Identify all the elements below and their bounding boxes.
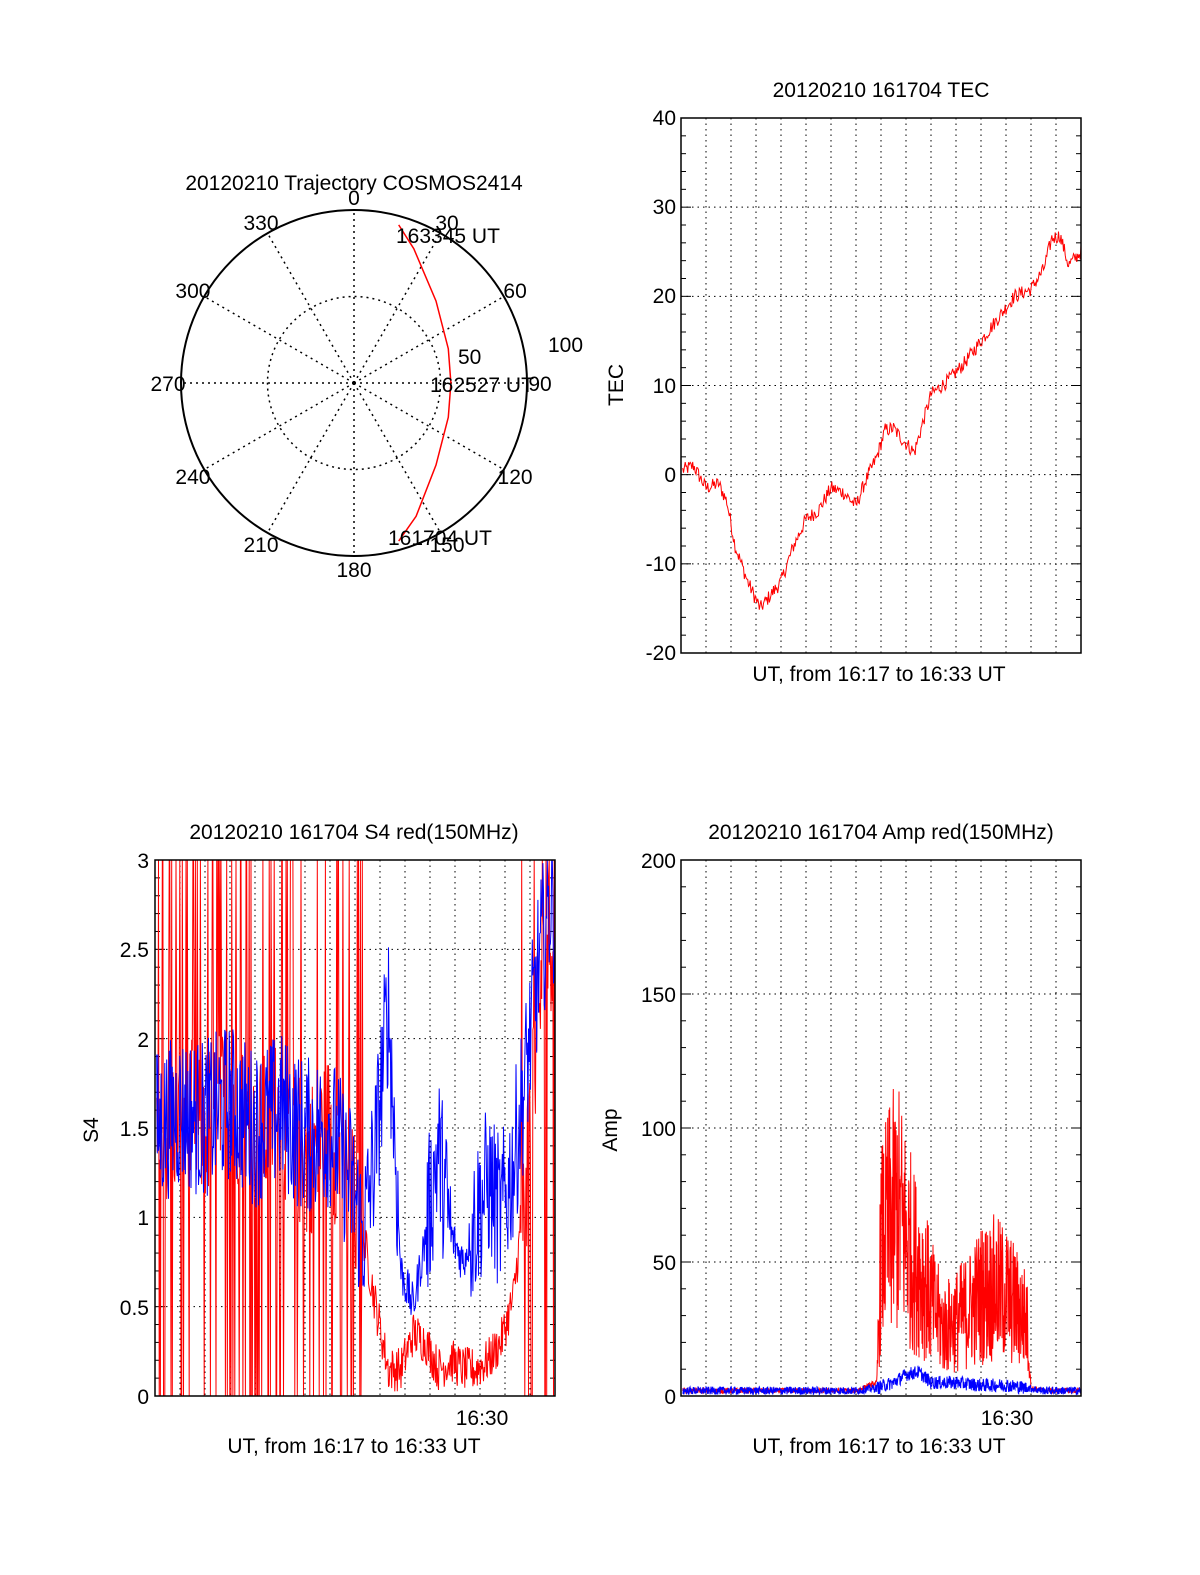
tec-gridlines — [681, 117, 1081, 654]
s4-panel: 20120210 161704 S4 red(150MHz) 3 2.5 2 1… — [80, 821, 556, 1458]
amp-ytick-label: 150 — [641, 984, 676, 1007]
polar-azimuth-label: 90 — [528, 373, 551, 396]
s4-series-red — [156, 859, 555, 1397]
s4-ytick-label: 1 — [137, 1207, 149, 1230]
s4-title: 20120210 161704 S4 red(150MHz) — [189, 821, 518, 844]
s4-ytick-label: 0 — [137, 1386, 149, 1409]
tec-panel: 20120210 161704 TEC 40 30 20 10 0 -10 -2… — [605, 79, 1082, 686]
polar-azimuth-label: 0 — [348, 187, 360, 210]
polar-azimuth-label: 330 — [243, 212, 278, 235]
amp-ytick-label: 100 — [641, 1118, 676, 1141]
tec-ytick-label: 10 — [653, 375, 676, 398]
tec-plot-frame — [680, 117, 1082, 654]
polar-azimuth-label: 60 — [503, 280, 526, 303]
polar-spoke — [353, 232, 442, 384]
amp-x-axis-label: UT, from 16:17 to 16:33 UT — [752, 1435, 1005, 1458]
s4-ytick-label: 2.5 — [120, 939, 149, 962]
amp-panel: 20120210 161704 Amp red(150MHz) 200 150 … — [599, 821, 1082, 1458]
polar-annotation-start: 161704 UT — [388, 527, 492, 550]
amp-series-blue — [682, 1365, 1082, 1396]
polar-radius-label-50: 50 — [458, 346, 481, 369]
polar-trajectory-series — [398, 224, 452, 542]
polar-azimuth-labels: 0 30 60 90 120 150 180 210 240 270 300 330 — [150, 187, 551, 582]
tec-series-line — [682, 231, 1082, 610]
polar-title: 20120210 Trajectory COSMOS2414 — [185, 172, 523, 195]
polar-spoke — [266, 232, 355, 384]
polar-azimuth-label: 270 — [150, 373, 185, 396]
tec-x-axis-label: UT, from 16:17 to 16:33 UT — [752, 663, 1005, 686]
tec-y-tick-labels: 40 30 20 10 0 -10 -20 — [646, 107, 676, 665]
polar-azimuth-label: 150 — [429, 534, 464, 557]
amp-y-axis-label: Amp — [599, 1108, 622, 1151]
polar-spoke — [353, 382, 505, 471]
polar-grid — [181, 210, 527, 556]
polar-azimuth-label: 120 — [498, 466, 533, 489]
s4-y-axis-label: S4 — [80, 1117, 103, 1143]
polar-panel: 20120210 Trajectory COSMOS2414 0 30 60 90 12… — [150, 172, 583, 582]
s4-ytick-label: 2 — [137, 1029, 149, 1052]
s4-series-blue — [156, 859, 556, 1315]
polar-trajectory-line — [398, 224, 452, 542]
amp-ytick-label: 50 — [653, 1252, 676, 1275]
tec-ytick-label: -20 — [646, 642, 676, 665]
polar-spoke — [203, 382, 355, 471]
polar-spoke — [203, 295, 355, 384]
s4-y-tick-labels: 3 2.5 2 1.5 1 0.5 0 — [120, 850, 149, 1409]
tec-ytick-label: 40 — [653, 107, 676, 130]
amp-y-tick-labels: 200 150 100 50 0 — [641, 850, 676, 1409]
s4-series — [156, 859, 556, 1397]
tec-ytick-label: 0 — [664, 464, 676, 487]
tec-ytick-label: 20 — [653, 285, 676, 308]
polar-annotation-end: 163345 UT — [396, 225, 500, 248]
amp-gridlines — [681, 859, 1081, 1397]
polar-spoke — [353, 295, 505, 384]
polar-grid-circle-50 — [266, 295, 442, 471]
polar-azimuth-label: 180 — [336, 559, 371, 582]
polar-outer-circle — [180, 209, 528, 557]
amp-ytick-label: 0 — [664, 1386, 676, 1409]
amp-plot-frame — [680, 859, 1082, 1397]
s4-ytick-label: 1.5 — [120, 1118, 149, 1141]
polar-azimuth-label: 240 — [175, 466, 210, 489]
tec-ytick-label: -10 — [646, 553, 676, 576]
polar-spoke — [353, 382, 442, 534]
s4-xtick-label: 16:30 — [456, 1407, 509, 1430]
s4-ytick-label: 3 — [137, 850, 149, 873]
polar-spoke — [266, 382, 355, 534]
amp-ytick-label: 200 — [641, 850, 676, 873]
polar-radius-label-100: 100 — [548, 334, 583, 357]
polar-azimuth-label: 210 — [243, 534, 278, 557]
amp-xtick-label: 16:30 — [981, 1407, 1034, 1430]
tec-series — [682, 231, 1082, 610]
tec-title: 20120210 161704 TEC — [773, 79, 990, 102]
s4-ytick-label: 0.5 — [120, 1297, 149, 1320]
s4-plot-frame — [154, 859, 556, 1397]
tec-ytick-label: 30 — [653, 196, 676, 219]
polar-annotation-mid: 162527 UT — [430, 374, 534, 397]
amp-title: 20120210 161704 Amp red(150MHz) — [708, 821, 1054, 844]
amp-series — [682, 1088, 1082, 1396]
polar-azimuth-label: 300 — [175, 280, 210, 303]
s4-x-axis-label: UT, from 16:17 to 16:33 UT — [227, 1435, 480, 1458]
polar-azimuth-label: 30 — [435, 212, 458, 235]
tec-y-axis-label: TEC — [605, 364, 628, 406]
